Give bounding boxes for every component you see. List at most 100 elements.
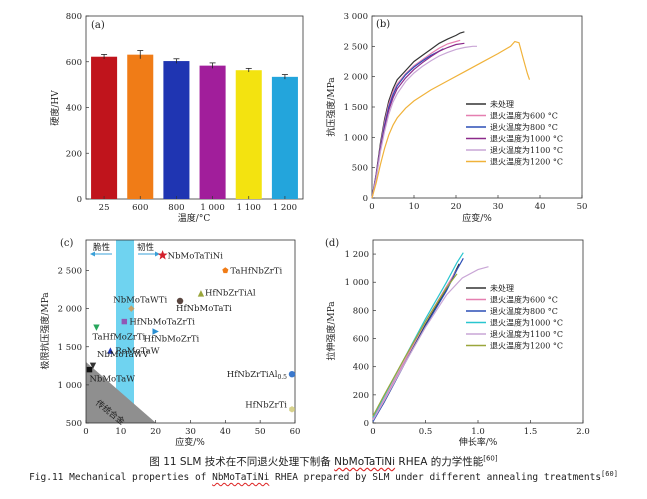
legend-label-3: 退火温度为1000 °C [490,318,563,328]
legend-label-3: 退火温度为1000 °C [490,134,563,144]
caption-en-alloy: NbMoTaTiNi [212,472,270,484]
legend-label-0: 未处理 [490,99,514,109]
panel-d-xtick-label: 0 [370,427,375,437]
panel-d-ticks: 0 200 400 600 800 1 000 1 200 0 0.5 1.0 1.5 2.0 [345,250,590,437]
bar-1-200 [271,76,298,199]
panel-c-ticks: 500 1 000 1 500 2 000 2 500 0 10 20 30 40 50 60 [58,267,301,438]
marker-nbmotaw [86,366,93,373]
panel-a-ytick-label: 200 [66,149,82,159]
panel-d-xtick-label: 0.5 [419,427,433,437]
panel-b-xtick-label: 0 [369,202,374,212]
panel-c-ductile-band [116,240,134,423]
point-label-nbmotatini: NbMoTaTiNi [168,251,224,261]
panel-a-frame [85,15,304,200]
panel-c-xtick-label: 30 [185,427,196,437]
panel-b-xtick-label: 40 [535,202,546,212]
legend-label-4: 退火温度为1100 °C [490,145,563,155]
panel-a-hardness-bar-chart: (a) 0 200 400 600 800 25 600 800 1 000 1 100 1 20… [49,12,304,224]
marker-hfnbmozrti [152,328,159,335]
series-line-2 [372,258,464,422]
panel-c-xtick-label: 10 [115,427,126,437]
bar-1-000 [199,65,226,199]
point-label-hfnbmotazrti: HfNbMoTaZrTi [129,318,195,328]
panel-c-xtick-label: 40 [220,427,231,437]
marker-hfnbzrtial [197,290,205,297]
panel-d-ytick-label: 0 [364,419,369,429]
x-label-1-200: 1 200 [273,203,297,213]
marker-hfnbzrti [289,406,295,413]
panel-c-ductile-label: 韧性 [137,242,155,253]
panel-a-ticks: 0 200 400 600 800 [66,12,89,205]
series-line-1 [372,269,458,420]
marker-tahfnbzrti [222,267,229,274]
bar-1-100 [235,70,262,200]
series-line-1 [371,39,461,199]
panel-b-ytick-label: 1 000 [344,133,368,143]
panel-b-xtick-label: 30 [493,202,504,212]
point-label-hfnbzrtial-0-5: HfNbZrTiAl0.5 [227,370,287,381]
panel-b-ytick-label: 2 500 [344,42,368,52]
panel-c-ytick-label: 1 000 [58,381,82,391]
panel-d-ytick-label: 400 [353,363,369,373]
caption-en-suffix: RHEA prepared by SLM under different ann… [269,472,602,484]
point-label-nbmotawv: NbMoTaWV [97,350,150,360]
panel-b-ytick-label: 1 500 [344,103,368,113]
panel-d-ylabel: 拉伸强度/MPa [325,301,337,361]
x-label-25: 25 [99,203,110,213]
point-label-nbmotaw: NbMoTaW [89,375,135,385]
figure-caption-english: Fig.11 Mechanical properties of NbMoTaTi… [0,470,647,483]
panel-d-lines [372,252,489,422]
caption-en-prefix: Fig.11 Mechanical properties of [29,472,213,484]
point-label-tahfmozrti: TaHfMoZrTi [92,333,145,343]
x-label-600: 600 [132,203,148,213]
panel-c-ytick-label: 2 000 [58,305,82,315]
point-label-hfnbzrtial: HfNbZrTiAl [205,288,256,298]
panel-a-ylabel: 硬度/HV [49,90,61,126]
legend-label-5: 退火温度为1200 °C [490,157,563,167]
panel-b-label: (b) [376,19,390,30]
series-line-4 [372,266,489,421]
panel-c-ductile-arrow [138,251,160,257]
panel-d-ytick-label: 800 [353,306,369,316]
panel-c-brittle-label: 脆性 [93,242,111,253]
point-label-remotaw: ReMoTaW [115,347,159,357]
panel-d-tensile-curves: (d) 0 200 400 600 800 1 000 1 200 0 0.5 1.0 1.5 2.0… [325,238,590,448]
caption-cn-prefix: 图 11 SLM 技术在不同退火处理下制备 [149,456,335,468]
caption-cn-ref: [60] [483,454,498,463]
panel-d-label: (d) [325,238,339,249]
marker-hfnbmotazrti [121,318,128,325]
panel-b-ytick-label: 3 000 [344,12,368,22]
panel-b-ylabel: 抗压强度/MPa [325,77,337,137]
panel-b-ytick-label: 2 000 [344,73,368,83]
marker-tahfmozrti [93,324,100,331]
legend-label-5: 退火温度为1200 °C [490,341,563,351]
point-label-nbmotawti: NbMoTaWTi [113,296,167,306]
panel-c-ylabel: 极限抗压强度/MPa [39,292,51,370]
panel-d-ytick-label: 1 200 [345,250,369,260]
panel-a-xlabel: 温度/°C [178,212,211,224]
point-label-hfnbmotati: HfNbMoTaTi [176,304,232,314]
panel-c-brittle-arrow [90,251,112,257]
bar-600 [127,54,154,199]
panel-d-xtick-label: 1.5 [524,427,538,437]
panel-a-ytick-label: 400 [66,104,82,114]
panel-c-xtick-label: 50 [255,427,266,437]
panel-b-lines [371,31,531,199]
marker-nbmotawti [128,305,135,312]
caption-en-ref: [60] [601,470,618,478]
panel-d-xtick-label: 1.0 [471,427,485,437]
panel-b-xtick-label: 20 [451,202,462,212]
legend-label-1: 退火温度为600 °C [490,111,558,121]
panel-a-ytick-label: 600 [66,58,82,68]
panel-c-xtick-label: 20 [150,427,161,437]
panel-c-ytick-label: 1 500 [58,343,82,353]
legend-label-4: 退火温度为1100 °C [490,329,563,339]
caption-cn-suffix: RHEA 的力学性能 [395,456,484,468]
panel-c-ytick-label: 2 500 [58,267,82,277]
marker-hfnbmotati [176,297,184,305]
panel-a-label: (a) [91,20,105,31]
panel-d-xtick-label: 2.0 [576,427,590,437]
panel-b-xtick-label: 50 [577,202,588,212]
